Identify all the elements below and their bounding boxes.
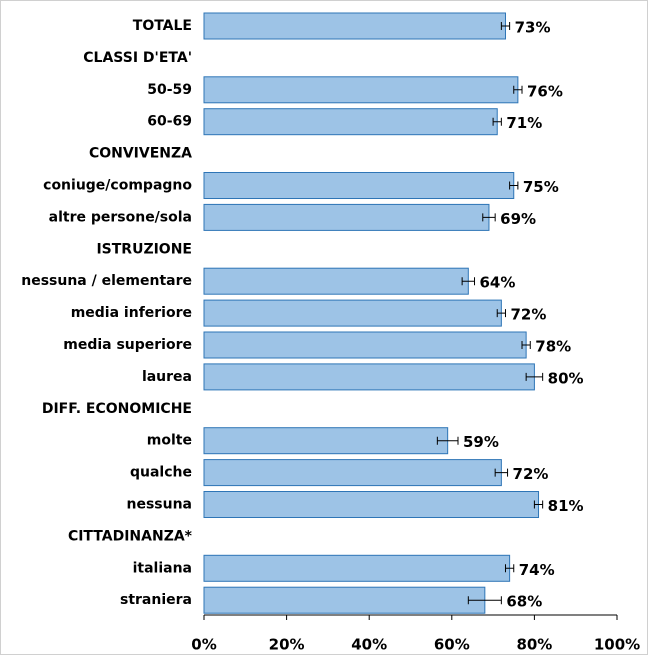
category-label: qualche [130, 465, 192, 481]
category-label: altre persone/sola [49, 209, 192, 225]
error-bar [494, 468, 509, 477]
error-bar [482, 213, 496, 222]
bar [203, 331, 527, 359]
value-label: 68% [506, 593, 542, 611]
x-tick-label: 0% [191, 636, 216, 654]
x-tick-label: 80% [516, 636, 552, 654]
category-label: 50-59 [147, 82, 192, 98]
x-tick-label: 20% [269, 636, 305, 654]
bar [203, 459, 502, 487]
value-label: 73% [515, 19, 551, 37]
bar [203, 12, 506, 40]
value-label: 81% [548, 497, 584, 515]
error-bar [509, 181, 519, 190]
bar [203, 363, 535, 391]
category-label: CONVIVENZA [89, 146, 192, 162]
value-label: 75% [523, 178, 559, 196]
value-label: 80% [548, 369, 584, 387]
error-bar [467, 596, 502, 605]
error-bar [496, 309, 506, 318]
value-label: 71% [506, 114, 542, 132]
error-bar [500, 22, 511, 30]
bar [203, 76, 519, 104]
value-label: 72% [513, 465, 549, 483]
category-label: TOTALE [133, 18, 192, 34]
category-label: straniera [120, 592, 192, 608]
error-bar [436, 436, 459, 445]
category-label: DIFF. ECONOMICHE [42, 401, 192, 417]
bar [203, 172, 515, 199]
bar [203, 203, 490, 231]
bar [203, 267, 469, 295]
bar [203, 108, 498, 136]
value-label: 59% [463, 433, 499, 451]
value-label: 76% [527, 82, 563, 100]
value-label: 72% [510, 306, 546, 324]
error-bar [521, 341, 531, 349]
category-label: molte [147, 433, 192, 449]
value-label: 74% [519, 561, 555, 579]
category-label: CITTADINANZA* [68, 528, 193, 544]
category-label: laurea [142, 369, 192, 385]
value-label: 64% [480, 274, 516, 292]
category-label: coniuge/compagno [43, 178, 192, 194]
x-tick-label: 40% [351, 636, 387, 654]
category-label: nessuna / elementare [21, 273, 192, 289]
error-bar [513, 85, 523, 94]
x-tick-label: 60% [434, 636, 470, 654]
error-bar [492, 117, 502, 126]
category-label: 60-69 [147, 114, 192, 130]
value-label: 78% [535, 338, 571, 356]
bar [203, 299, 502, 327]
category-label: media superiore [63, 337, 192, 353]
category-label: italiana [133, 560, 192, 576]
bar [203, 554, 511, 582]
error-bar [533, 500, 544, 509]
bar [203, 491, 540, 518]
category-label: media inferiore [71, 305, 192, 321]
error-bar [504, 564, 515, 573]
error-bar [461, 277, 476, 286]
category-label: CLASSI D'ETA' [83, 50, 192, 66]
error-bar [525, 372, 544, 381]
category-label: ISTRUZIONE [96, 241, 192, 257]
bar [203, 586, 486, 614]
category-label: nessuna [126, 497, 192, 513]
x-tick-label: 100% [594, 636, 640, 654]
value-label: 69% [500, 210, 536, 228]
bar [203, 427, 449, 455]
